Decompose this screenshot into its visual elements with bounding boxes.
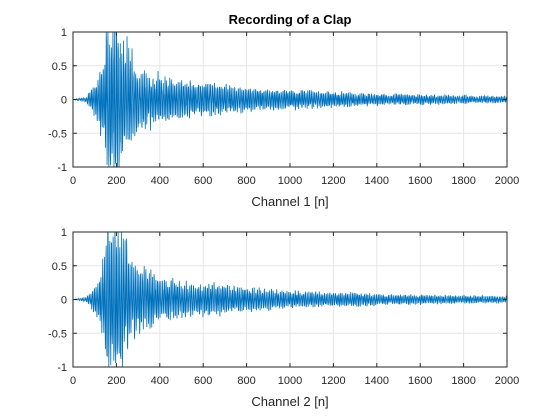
y-tick-label: 0.5 <box>52 61 67 73</box>
y-tick-label: 1 <box>61 227 67 239</box>
y-tick-label: -1 <box>57 362 67 374</box>
x-tick-label: 1600 <box>408 175 432 187</box>
x-tick-label: 400 <box>151 375 169 387</box>
y-tick-label: 0 <box>61 295 67 307</box>
x-tick-label: 1800 <box>451 175 475 187</box>
x-tick-label: 400 <box>151 175 169 187</box>
y-tick-label: 0.5 <box>52 261 67 273</box>
x-tick-label: 1000 <box>278 175 302 187</box>
series-line <box>73 232 507 367</box>
x-tick-label: 600 <box>194 175 212 187</box>
x-tick-label: 1400 <box>365 375 389 387</box>
x-tick-label: 200 <box>107 375 125 387</box>
x-tick-label: 800 <box>237 175 255 187</box>
y-tick-label: 1 <box>61 27 67 39</box>
subplot-channel-2: 0 200 400 600 800 1000 1200 1400 1600 1800 2000 -1 -… <box>48 227 519 409</box>
x-tick-label: 1200 <box>321 175 345 187</box>
y-tick-label: -0.5 <box>48 128 67 140</box>
y-tick-label: -1 <box>57 162 67 174</box>
x-tick-label: 0 <box>70 175 76 187</box>
x-axis-label-2: Channel 2 [n] <box>251 394 328 409</box>
series-channel-1 <box>73 32 507 167</box>
y-tick-label: -0.5 <box>48 328 67 340</box>
x-tick-label: 1200 <box>321 375 345 387</box>
ticks-2: 0 200 400 600 800 1000 1200 1400 1600 1800 2000 -1 -… <box>48 227 519 387</box>
series-line <box>73 32 507 167</box>
series-channel-2 <box>73 232 507 367</box>
x-tick-label: 1000 <box>278 375 302 387</box>
x-tick-label: 0 <box>70 375 76 387</box>
x-tick-label: 800 <box>237 375 255 387</box>
x-axis-label-1: Channel 1 [n] <box>251 194 328 209</box>
x-tick-label: 200 <box>107 175 125 187</box>
chart-title: Recording of a Clap <box>229 12 352 27</box>
x-tick-label: 1400 <box>365 175 389 187</box>
x-tick-label: 1600 <box>408 375 432 387</box>
y-tick-label: 0 <box>61 95 67 107</box>
x-tick-label: 600 <box>194 375 212 387</box>
ticks-1: 0 200 400 600 800 1000 1200 1400 1600 1800 2000 -1 -… <box>48 27 519 187</box>
x-tick-label: 1800 <box>451 375 475 387</box>
x-tick-label: 2000 <box>495 175 519 187</box>
x-tick-label: 2000 <box>495 375 519 387</box>
subplot-channel-1: 0 200 400 600 800 1000 1200 1400 1600 1800 2000 -1 -… <box>48 12 519 209</box>
